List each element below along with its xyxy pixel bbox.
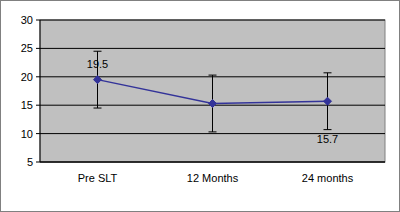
data-label: 15.7 [317,133,338,145]
category-label: 12 Months [187,172,239,184]
tick-label: 10 [21,128,33,140]
tick-mark [36,20,40,21]
chart-border [1,1,400,212]
tick-label: 25 [21,42,33,54]
tick-mark [36,48,40,49]
tick-label: 30 [21,14,33,26]
data-label: 19.5 [87,58,108,70]
error-bar [324,73,332,130]
error-bar [209,75,217,132]
tick-mark [36,76,40,77]
chart-container: 5 10 15 20 25 30 Pre SLT 12 Months 24 months 19.5… [0,0,400,212]
category-label: Pre SLT [78,172,118,184]
error-bar-cap [324,72,332,73]
x-axis [40,162,385,163]
tick-mark [36,133,40,134]
grid-line [40,48,385,49]
tick-label: 15 [21,99,33,111]
marker [209,99,217,107]
tick-mark [36,105,40,106]
error-bar-cap [94,51,102,52]
error-bar-cap [209,75,217,76]
marker [94,76,102,84]
tick-label: 5 [27,156,33,168]
marker [324,97,332,105]
tick-mark [36,162,40,163]
grid-line [40,20,385,21]
chart-svg: 5 10 15 20 25 30 Pre SLT 12 Months 24 months 19.5… [0,0,400,212]
category-label: 24 months [302,172,354,184]
tick-label: 20 [21,71,33,83]
y-axis [40,20,41,162]
error-bar-cap [94,108,102,109]
error-bar-cap [209,131,217,132]
plot-area [40,20,385,162]
marks [94,51,332,132]
grid-line [40,162,385,163]
error-bar-cap [324,129,332,130]
